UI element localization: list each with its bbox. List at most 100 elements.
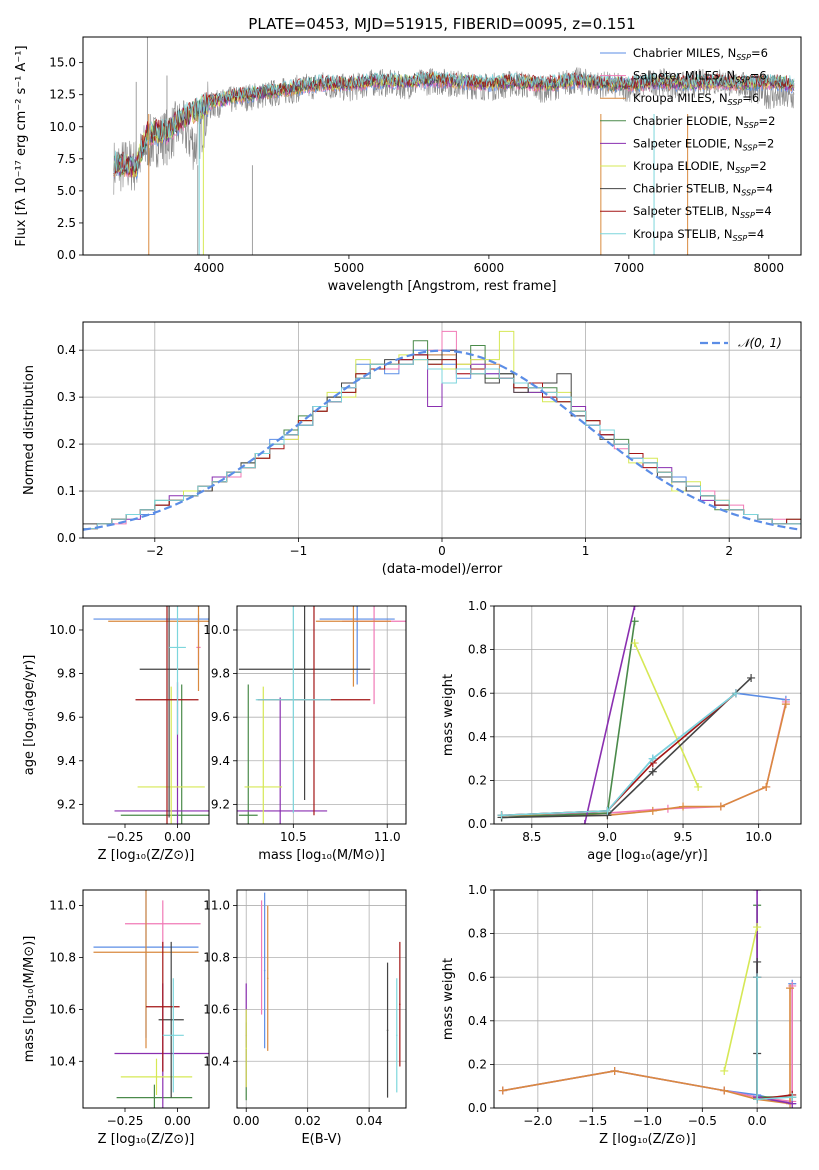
y-axis-label: Flux [fλ 10⁻¹⁷ erg cm⁻² s⁻¹ A⁻¹] [14,45,29,246]
y-tick-label: 15.0 [49,56,76,70]
legend-suffix: =6 [742,91,759,105]
legend-entry: Salpeter ELODIE, NSSP=2 [633,136,774,152]
legend-entry: Chabrier ELODIE, NSSP=2 [633,114,775,130]
x-tick-label: 0 [438,544,446,558]
y-axis-label: age [log₁₀(age/yr)] [22,655,37,776]
point-salpeter_miles [162,922,164,925]
y-tick-label: 0.2 [57,437,76,451]
y-tick-label: 10.4 [203,1054,230,1068]
y-tick-label: 9.4 [57,754,76,768]
legend-sub: SSP [736,53,751,62]
plot-area [93,606,209,824]
series-salpeter_miles [501,701,787,817]
marker-kroupa_elodie [630,639,639,648]
y-axis-label: mass [log₁₀(M/M⊙)] [22,936,37,1063]
point-kroupa_elodie [155,1076,158,1078]
y-tick-label: 0.6 [468,686,487,700]
point-chabrier_stelib [303,668,306,671]
y-tick-label: 0.4 [57,343,76,357]
marker-chabrier_stelib [648,767,657,776]
x-tick-label: −1.0 [633,1114,662,1128]
point-kroupa_miles [145,951,147,954]
y-tick-label: 0.4 [468,730,487,744]
legend-entry: Chabrier STELIB, NSSP=4 [633,182,773,198]
marker-kroupa_stelib [497,811,506,820]
y-tick-label: 9.6 [211,710,230,724]
y-tick-label: 10.6 [49,1002,76,1016]
point-kroupa_miles [197,620,200,623]
y-axis-label: mass weight [441,674,456,756]
marker-kroupa_miles [679,802,688,811]
y-tick-label: 11.0 [203,899,230,913]
plot-area [494,606,801,824]
marker-kroupa_miles [786,984,795,993]
point-chabrier_miles [263,969,266,972]
x-tick-label: 0.0 [748,1114,767,1128]
point-kroupa_elodie [245,1047,248,1050]
marker-salpeter_elodie [580,820,589,824]
y-tick-label: 0.2 [468,1057,487,1071]
marker-chabrier_stelib [753,957,762,966]
y-tick-label: 0.8 [468,927,487,941]
point-kroupa_miles [352,620,355,623]
x-axis-label: Z [log₁₀(Z/Z⊙)] [599,1132,696,1147]
axes-frame [493,605,802,825]
y-tick-label: 0.0 [468,1101,487,1115]
y-tick-label: 0.1 [57,484,76,498]
y-tick-label: 10.6 [203,1002,230,1016]
x-tick-label: 6000 [474,261,505,275]
x-tick-label: 0.00 [233,1114,260,1128]
series-kroupa_stelib [501,692,737,817]
legend-suffix: =2 [750,159,767,173]
series-kroupa_miles [501,703,787,817]
legend-entry: Salpeter STELIB, NSSP=4 [633,204,772,220]
series-chabrier_stelib [501,677,752,819]
marker-kroupa_stelib [648,754,657,763]
marker-kroupa_miles [610,1066,619,1075]
x-axis-label: age [log₁₀(age/yr)] [587,848,708,863]
series-salpeter_stelib [756,977,793,1101]
legend-entry: Salpeter MILES, NSSP=6 [633,69,767,85]
plot-area [237,890,406,1108]
legend-label: Salpeter ELODIE, N [633,136,743,150]
series-kroupa_elodie [633,642,699,788]
x-tick-label: −1.5 [578,1114,607,1128]
x-axis-label: mass [log₁₀(M/M⊙)] [258,848,385,863]
x-tick-label: 0.00 [164,1114,191,1128]
figure-title: PLATE=0453, MJD=51915, FIBERID=0095, z=0… [248,15,635,33]
series-kroupa_stelib [756,977,793,1101]
normal-curve [83,349,801,531]
y-tick-label: 0.0 [57,248,76,262]
x-tick-label: 1 [582,544,590,558]
marker-kroupa_elodie [694,782,703,791]
y-tick-label: 0.3 [57,390,76,404]
legend-suffix: =4 [756,182,773,196]
legend-label: Chabrier MILES, N [633,46,736,60]
y-tick-label: 9.2 [57,797,76,811]
point-salpeter_stelib [399,1003,401,1005]
point-kroupa_stelib [292,698,295,701]
x-tick-label: −2.0 [523,1114,552,1128]
point-salpeter_miles [260,956,263,959]
marker-kroupa_elodie [720,1066,729,1075]
plot-area [494,890,801,1108]
marker-kroupa_miles [648,806,657,815]
point-chabrier_elodie [247,814,250,817]
y-tick-label: 9.6 [57,710,76,724]
legend-label: Salpeter MILES, N [633,69,735,83]
x-tick-label: 5000 [334,261,365,275]
point-kroupa_elodie [170,786,172,788]
y-tick-label: 5.0 [57,184,76,198]
plot-area [113,37,795,255]
marker-kroupa_elodie [753,923,762,932]
marker-kroupa_stelib [788,1093,797,1102]
series-chabrier_elodie [501,621,636,819]
x-tick-label: 2 [725,544,733,558]
y-tick-label: 1.0 [468,883,487,897]
y-tick-label: 0.6 [468,970,487,984]
axes-frame [236,605,407,825]
legend-sub: SSP [735,76,750,85]
plot-area [237,606,406,824]
x-axis-label: wavelength [Angstrom, rest frame] [328,279,557,294]
y-tick-label: 10.8 [203,950,230,964]
